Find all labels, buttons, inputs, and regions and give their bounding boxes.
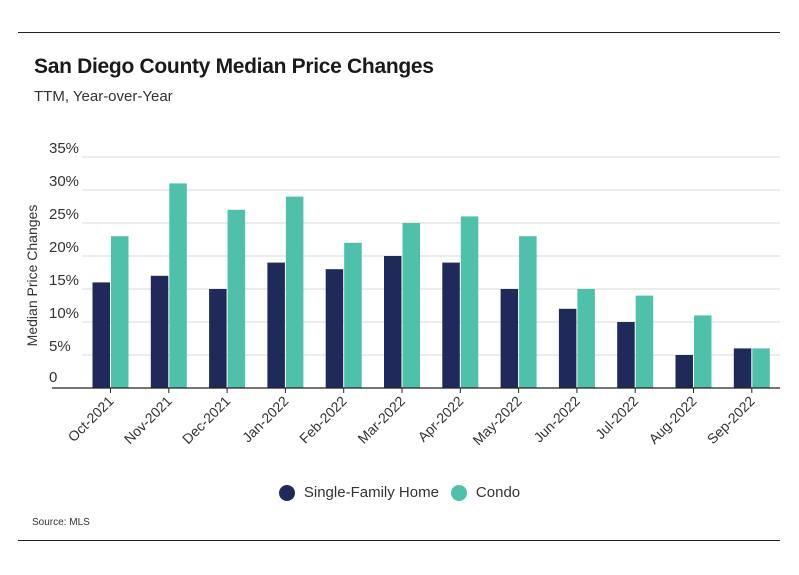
bar-condo xyxy=(577,289,595,388)
bar-single-family xyxy=(442,262,460,388)
bar-condo xyxy=(285,196,304,388)
bar-single-family xyxy=(675,355,693,388)
x-tick-label: Dec-2021 xyxy=(179,393,233,447)
y-tick-label: 15% xyxy=(49,272,79,289)
y-tick-label: 30% xyxy=(49,173,79,190)
bar-single-family xyxy=(325,269,344,388)
x-tick-label: May-2022 xyxy=(469,393,524,448)
bar-condo xyxy=(227,209,246,388)
source-note: Source: MLS xyxy=(32,517,90,528)
x-tick-label: Sep-2022 xyxy=(704,393,758,447)
bar-condo xyxy=(344,242,362,388)
bar-chart: 0 5% 10% 15% 20% 25% 30% 35% Median Price Change… xyxy=(24,140,780,448)
bar-single-family xyxy=(500,289,519,388)
legend-label-single-family: Single-Family Home xyxy=(303,484,439,501)
top-rule xyxy=(18,32,780,33)
legend-item-single-family: Single-Family Home xyxy=(278,484,439,501)
bar-condo xyxy=(111,236,129,388)
bar-single-family xyxy=(384,256,402,388)
single-family-swatch-icon xyxy=(278,484,295,501)
y-tick-label: 10% xyxy=(49,305,79,322)
bar-condo xyxy=(169,183,187,388)
bar-condo xyxy=(694,315,712,388)
bar-single-family xyxy=(267,262,285,388)
chart-subtitle: TTM, Year-over-Year xyxy=(34,88,173,105)
y-tick-label: 0 xyxy=(49,369,57,386)
x-tick-label: Nov-2021 xyxy=(121,393,175,447)
bar-single-family xyxy=(209,289,227,388)
x-tick-label: Oct-2021 xyxy=(65,393,117,445)
y-tick-label: 35% xyxy=(49,140,79,157)
chart-title: San Diego County Median Price Changes xyxy=(34,55,434,78)
legend-item-condo: Condo xyxy=(450,484,521,501)
bar-condo xyxy=(635,295,654,388)
bar-single-family xyxy=(92,282,110,388)
bar-single-family xyxy=(150,275,169,388)
y-tick-label: 25% xyxy=(49,206,79,223)
y-tick-label: 20% xyxy=(49,239,79,256)
bar-condo xyxy=(460,216,479,388)
x-tick-label: Apr-2022 xyxy=(414,393,466,445)
bar-single-family xyxy=(733,348,752,388)
condo-swatch-icon xyxy=(450,484,467,501)
x-tick-label: Jan-2022 xyxy=(239,393,292,446)
bar-single-family xyxy=(617,322,635,388)
legend: Single-Family Home Condo xyxy=(0,484,799,501)
bar-condo xyxy=(519,236,537,388)
x-tick-label: Jun-2022 xyxy=(530,393,583,446)
bottom-rule xyxy=(18,540,780,541)
x-tick-label: Jul-2022 xyxy=(592,393,641,442)
x-tick-label: Feb-2022 xyxy=(296,393,350,447)
y-axis-title: Median Price Changes xyxy=(24,205,40,347)
y-tick-label: 5% xyxy=(49,338,71,355)
x-tick-label: Aug-2022 xyxy=(645,393,699,447)
bar-condo xyxy=(402,223,420,388)
x-tick-label: Mar-2022 xyxy=(354,393,408,447)
bar-single-family xyxy=(558,308,577,388)
legend-label-condo: Condo xyxy=(475,484,521,501)
bar-condo xyxy=(752,348,770,388)
